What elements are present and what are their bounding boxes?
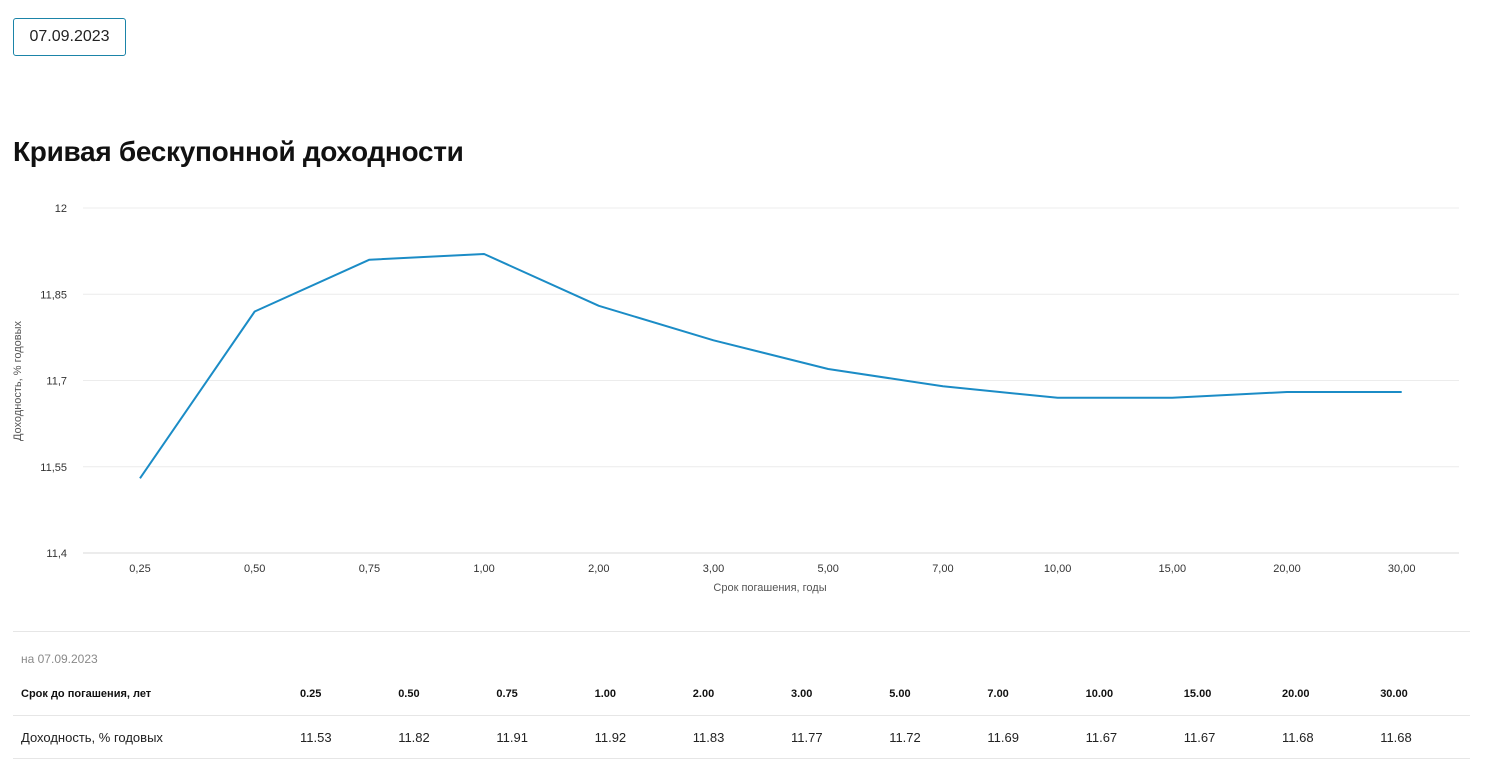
- term-cell: 0.50: [398, 688, 420, 700]
- x-tick-label: 30,00: [1388, 563, 1416, 575]
- page-title: Кривая бескупонной доходности: [13, 136, 464, 167]
- term-cell: 3.00: [791, 688, 813, 700]
- yield-value-cell: 11.91: [496, 729, 528, 745]
- yield-curve-chart: 11,4 11,55 11,7 11,85 12 0,25 0,50 0,75 1,00 2,0…: [12, 203, 1459, 594]
- term-cell: 2.00: [692, 688, 715, 700]
- table-divider: [13, 631, 1470, 632]
- term-cell: 10.00: [1085, 688, 1114, 700]
- y-tick-label: 12: [55, 203, 67, 215]
- term-cell: 30.00: [1380, 688, 1408, 700]
- x-tick-label: 0,75: [359, 563, 380, 575]
- x-axis-label: Срок погашения, годы: [713, 582, 826, 594]
- yield-value-cell: 11.83: [692, 729, 725, 745]
- x-tick-label: 5,00: [817, 563, 838, 575]
- term-cell: 0.75: [496, 688, 518, 700]
- y-tick-label: 11,4: [46, 548, 67, 560]
- x-tick-label: 7,00: [932, 563, 953, 575]
- term-cell: 1.00: [594, 688, 617, 700]
- yield-value-cell: 11.92: [594, 729, 627, 745]
- yield-value-cell: 11.77: [791, 729, 823, 745]
- yield-value-cell: 11.82: [398, 729, 430, 745]
- yield-value-cell: 11.72: [889, 729, 921, 745]
- y-tick-label: 11,7: [46, 376, 67, 388]
- x-tick-label: 1,00: [473, 563, 494, 575]
- term-cell: 0.25: [300, 688, 322, 700]
- x-tick-label: 2,00: [588, 563, 609, 575]
- as-of-date: на 07.09.2023: [21, 652, 98, 666]
- table-values-row: Доходность, % годовых 11.53 11.82 11.91 11.…: [13, 715, 1470, 759]
- yield-series-line: [139, 253, 1402, 479]
- yield-value-cell: 11.67: [1085, 729, 1118, 745]
- term-cell: 15.00: [1183, 688, 1212, 700]
- yield-value-cell: 11.69: [987, 729, 1019, 745]
- x-tick-label: 10,00: [1044, 563, 1072, 575]
- y-axis-label: Доходность, % годовых: [12, 320, 24, 441]
- table-header-row: Срок до погашения, лет 0.25 0.50 0.75 1.00 2…: [13, 673, 1470, 715]
- yield-value-cell: 11.68: [1282, 729, 1314, 745]
- yield-row-label: Доходность, % годовых: [21, 729, 163, 745]
- term-header-label: Срок до погашения, лет: [21, 688, 152, 700]
- x-tick-label: 0,50: [244, 563, 265, 575]
- date-input[interactable]: 07.09.2023: [13, 18, 126, 56]
- yield-value-cell: 11.68: [1380, 729, 1412, 745]
- x-tick-label: 15,00: [1159, 563, 1187, 575]
- term-cell: 7.00: [987, 688, 1009, 700]
- x-tick-label: 3,00: [703, 563, 724, 575]
- x-tick-label: 20,00: [1273, 563, 1301, 575]
- term-cell: 20.00: [1282, 688, 1310, 700]
- x-tick-label: 0,25: [129, 563, 150, 575]
- term-cell: 5.00: [889, 688, 911, 700]
- yield-value-cell: 11.67: [1183, 729, 1216, 745]
- y-tick-label: 11,55: [40, 462, 67, 474]
- y-tick-label: 11,85: [40, 289, 67, 301]
- yield-value-cell: 11.53: [300, 729, 332, 745]
